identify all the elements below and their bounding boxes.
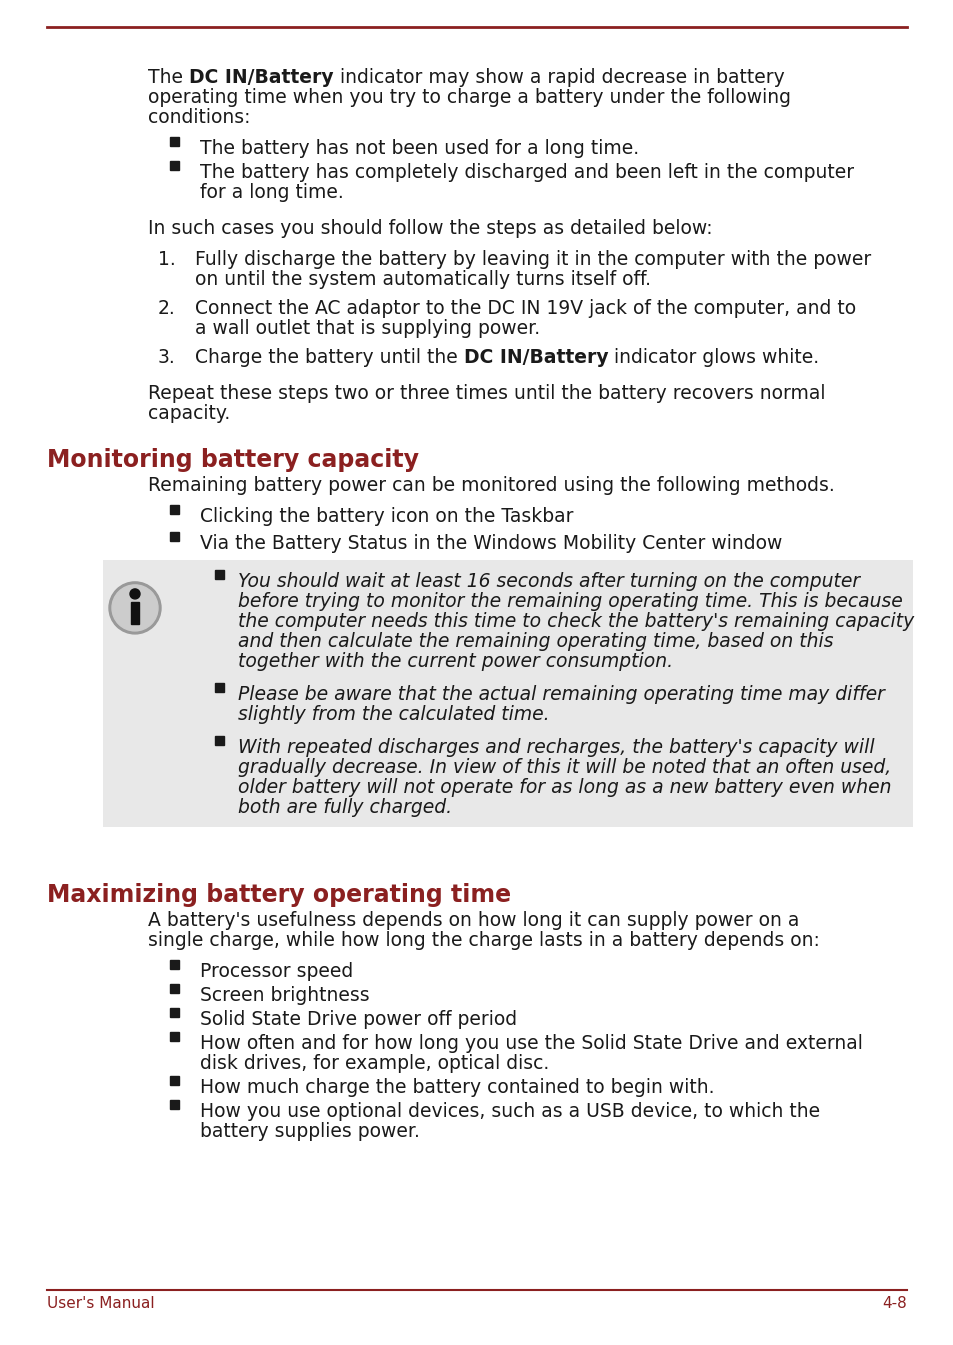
Text: disk drives, for example, optical disc.: disk drives, for example, optical disc. [200, 1054, 549, 1073]
Text: indicator glows white.: indicator glows white. [608, 348, 819, 367]
Bar [170, 960, 179, 968]
Text: on until the system automatically turns itself off.: on until the system automatically turns … [194, 270, 650, 289]
Text: single charge, while how long the charge lasts in a battery depends on:: single charge, while how long the charge… [148, 931, 819, 950]
Bar [170, 137, 179, 147]
Text: capacity.: capacity. [148, 404, 230, 422]
Text: Remaining battery power can be monitored using the following methods.: Remaining battery power can be monitored… [148, 476, 834, 495]
Text: 4-8: 4-8 [882, 1297, 906, 1311]
Circle shape [109, 582, 161, 633]
Bar [214, 736, 224, 745]
Bar [170, 504, 179, 514]
Text: Fully discharge the battery by leaving it in the computer with the power: Fully discharge the battery by leaving i… [194, 250, 870, 269]
Text: Repeat these steps two or three times until the battery recovers normal: Repeat these steps two or three times un… [148, 383, 824, 402]
Text: The: The [148, 69, 189, 87]
Text: gradually decrease. In view of this it will be noted that an often used,: gradually decrease. In view of this it w… [237, 757, 890, 777]
Text: Solid State Drive power off period: Solid State Drive power off period [200, 1010, 517, 1029]
Text: Please be aware that the actual remaining operating time may differ: Please be aware that the actual remainin… [237, 685, 884, 703]
Text: How much charge the battery contained to begin with.: How much charge the battery contained to… [200, 1077, 714, 1098]
Text: With repeated discharges and recharges, the battery's capacity will: With repeated discharges and recharges, … [237, 738, 874, 757]
Text: The: The [148, 69, 189, 87]
Text: for a long time.: for a long time. [200, 183, 343, 202]
Text: a wall outlet that is supplying power.: a wall outlet that is supplying power. [194, 319, 539, 338]
Bar [170, 1007, 179, 1017]
Bar [214, 683, 224, 691]
Bar [170, 161, 179, 171]
Bar [103, 560, 912, 827]
Text: conditions:: conditions: [148, 108, 251, 126]
Text: User's Manual: User's Manual [47, 1297, 154, 1311]
Text: DC IN/Battery: DC IN/Battery [189, 69, 334, 87]
Text: and then calculate the remaining operating time, based on this: and then calculate the remaining operati… [237, 632, 833, 651]
Text: Charge the battery until the: Charge the battery until the [194, 348, 463, 367]
Text: Connect the AC adaptor to the DC IN 19V jack of the computer, and to: Connect the AC adaptor to the DC IN 19V … [194, 299, 855, 317]
Bar [170, 1032, 179, 1041]
Circle shape [112, 585, 158, 631]
Text: The battery has not been used for a long time.: The battery has not been used for a long… [200, 139, 639, 157]
Text: You should wait at least 16 seconds after turning on the computer: You should wait at least 16 seconds afte… [237, 572, 860, 590]
Text: 3.: 3. [158, 348, 175, 367]
Text: Via the Battery Status in the Windows Mobility Center window: Via the Battery Status in the Windows Mo… [200, 534, 781, 553]
Text: 1.: 1. [158, 250, 175, 269]
Text: both are fully charged.: both are fully charged. [237, 798, 452, 816]
Text: older battery will not operate for as long as a new battery even when: older battery will not operate for as lo… [237, 777, 890, 796]
Text: DC IN/Battery: DC IN/Battery [463, 348, 608, 367]
Text: before trying to monitor the remaining operating time. This is because: before trying to monitor the remaining o… [237, 592, 902, 611]
Text: Screen brightness: Screen brightness [200, 986, 369, 1005]
Text: Maximizing battery operating time: Maximizing battery operating time [47, 882, 511, 907]
Text: the computer needs this time to check the battery's remaining capacity: the computer needs this time to check th… [237, 612, 913, 631]
Text: Monitoring battery capacity: Monitoring battery capacity [47, 448, 418, 472]
Text: Clicking the battery icon on the Taskbar: Clicking the battery icon on the Taskbar [200, 507, 573, 526]
Bar [170, 985, 179, 993]
Text: How you use optional devices, such as a USB device, to which the: How you use optional devices, such as a … [200, 1102, 820, 1120]
Text: indicator may show a rapid decrease in battery: indicator may show a rapid decrease in b… [334, 69, 783, 87]
Text: A battery's usefulness depends on how long it can supply power on a: A battery's usefulness depends on how lo… [148, 911, 799, 929]
Bar [131, 603, 139, 624]
Text: The battery has completely discharged and been left in the computer: The battery has completely discharged an… [200, 163, 853, 183]
Text: indicator glows white.: indicator glows white. [608, 348, 819, 367]
Bar [170, 531, 179, 541]
Text: battery supplies power.: battery supplies power. [200, 1122, 419, 1141]
Text: How often and for how long you use the Solid State Drive and external: How often and for how long you use the S… [200, 1034, 862, 1053]
Text: slightly from the calculated time.: slightly from the calculated time. [237, 705, 549, 724]
Bar [214, 570, 224, 578]
Bar [170, 1100, 179, 1108]
Text: Charge the battery until the: Charge the battery until the [194, 348, 463, 367]
Text: 2.: 2. [158, 299, 175, 317]
Text: DC IN/Battery: DC IN/Battery [189, 69, 334, 87]
Text: Processor speed: Processor speed [200, 962, 353, 981]
Text: DC IN/Battery: DC IN/Battery [463, 348, 608, 367]
Text: In such cases you should follow the steps as detailed below:: In such cases you should follow the step… [148, 219, 712, 238]
Text: indicator may show a rapid decrease in battery: indicator may show a rapid decrease in b… [334, 69, 783, 87]
Text: operating time when you try to charge a battery under the following: operating time when you try to charge a … [148, 87, 790, 108]
Bar [170, 1076, 179, 1085]
Text: together with the current power consumption.: together with the current power consumpt… [237, 652, 673, 671]
Circle shape [130, 589, 140, 599]
